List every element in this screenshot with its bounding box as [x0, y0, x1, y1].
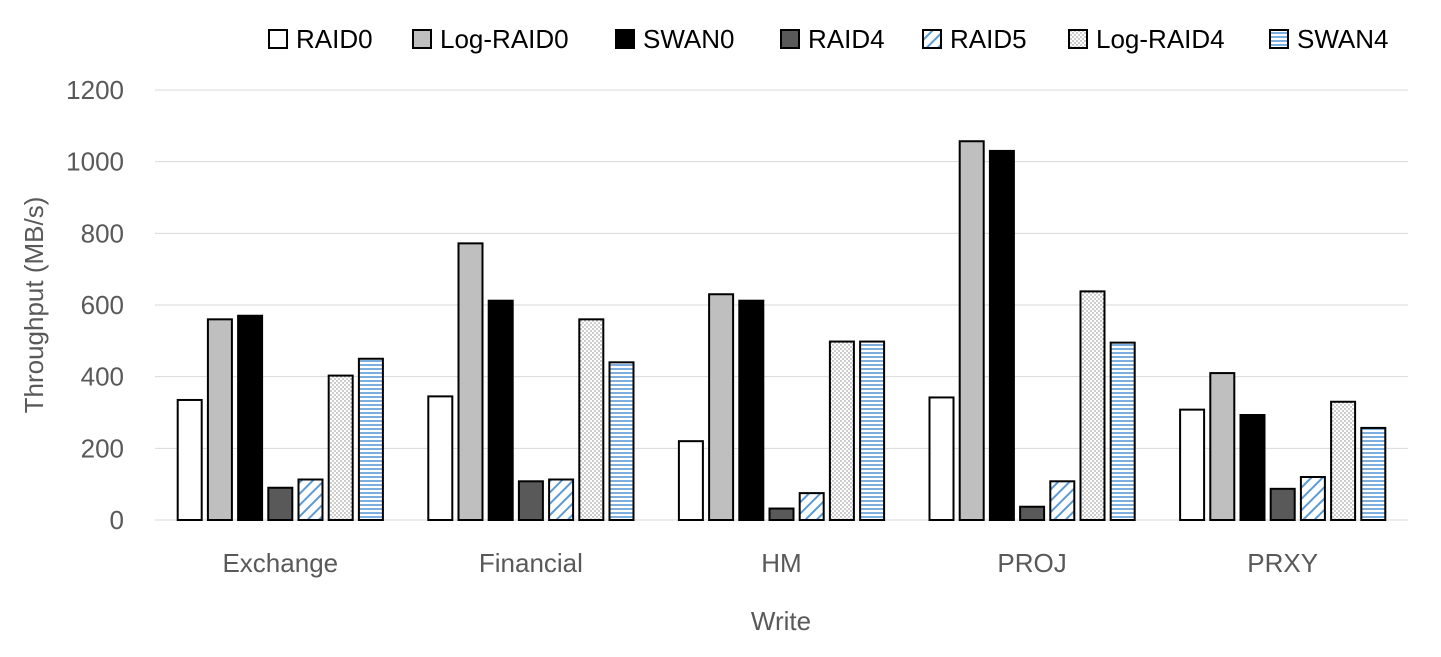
legend-swatch [922, 29, 942, 49]
bar [548, 478, 575, 521]
legend-label: SWAN4 [1297, 24, 1389, 54]
bar [1239, 414, 1266, 521]
y-tick-label: 600 [81, 290, 124, 320]
x-category-label: Exchange [222, 548, 338, 578]
bars [176, 140, 1387, 522]
legend: RAID0 Log-RAID0 SWAN0 RAID4 RAID5 Log-RAID4 SW… [268, 24, 1389, 54]
x-category-label: PROJ [997, 548, 1066, 578]
bar [427, 395, 454, 521]
bar [708, 293, 735, 521]
y-axis-ticks: 0 200 400 600 800 1000 1200 [66, 75, 124, 535]
bar [357, 357, 384, 521]
bar [928, 396, 955, 522]
bar [487, 299, 514, 522]
bar [1330, 400, 1357, 521]
bar [677, 440, 704, 521]
bar [1019, 505, 1046, 522]
x-axis-categories: Exchange Financial HM PROJ PRXY [222, 548, 1318, 578]
bar [1269, 487, 1296, 522]
bar [1079, 290, 1106, 521]
bar [206, 318, 233, 522]
y-tick-label: 1200 [66, 75, 124, 105]
y-tick-label: 400 [81, 362, 124, 392]
bar [988, 149, 1015, 522]
legend-label: RAID4 [808, 24, 885, 54]
bar [1360, 426, 1387, 521]
bar [859, 340, 886, 521]
y-axis-title: Throughput (MB/s) [19, 197, 49, 414]
bar [958, 140, 985, 521]
x-category-label: HM [761, 548, 801, 578]
legend-label: RAID0 [296, 24, 373, 54]
y-tick-label: 0 [110, 505, 124, 535]
bar [297, 478, 324, 521]
bar [327, 374, 354, 522]
y-tick-label: 1000 [66, 147, 124, 177]
bar [176, 398, 203, 522]
legend-swatch [1068, 29, 1088, 49]
bar [768, 507, 795, 521]
legend-label: Log-RAID4 [1096, 24, 1225, 54]
bar [457, 242, 484, 521]
bar [578, 318, 605, 522]
legend-label: Log-RAID0 [440, 24, 569, 54]
bar [1209, 372, 1236, 522]
legend-swatch [412, 29, 432, 49]
legend-swatch [615, 29, 635, 49]
y-tick-label: 800 [81, 218, 124, 248]
legend-swatch [780, 29, 800, 49]
bar [1049, 480, 1076, 521]
x-axis-title: Write [751, 606, 811, 636]
bar [798, 492, 825, 521]
legend-label: SWAN0 [643, 24, 735, 54]
x-category-label: PRXY [1247, 548, 1318, 578]
bar [828, 340, 855, 521]
bar [608, 361, 635, 522]
bar [1179, 408, 1206, 521]
bar [1109, 341, 1136, 521]
legend-swatch [1269, 29, 1289, 49]
legend-label: RAID5 [950, 24, 1027, 54]
bar [237, 314, 264, 521]
bar [1299, 476, 1326, 521]
bar [738, 299, 765, 522]
legend-swatch [268, 29, 288, 49]
bar [517, 480, 544, 521]
bar [267, 486, 294, 521]
x-category-label: Financial [479, 548, 583, 578]
y-tick-label: 200 [81, 433, 124, 463]
